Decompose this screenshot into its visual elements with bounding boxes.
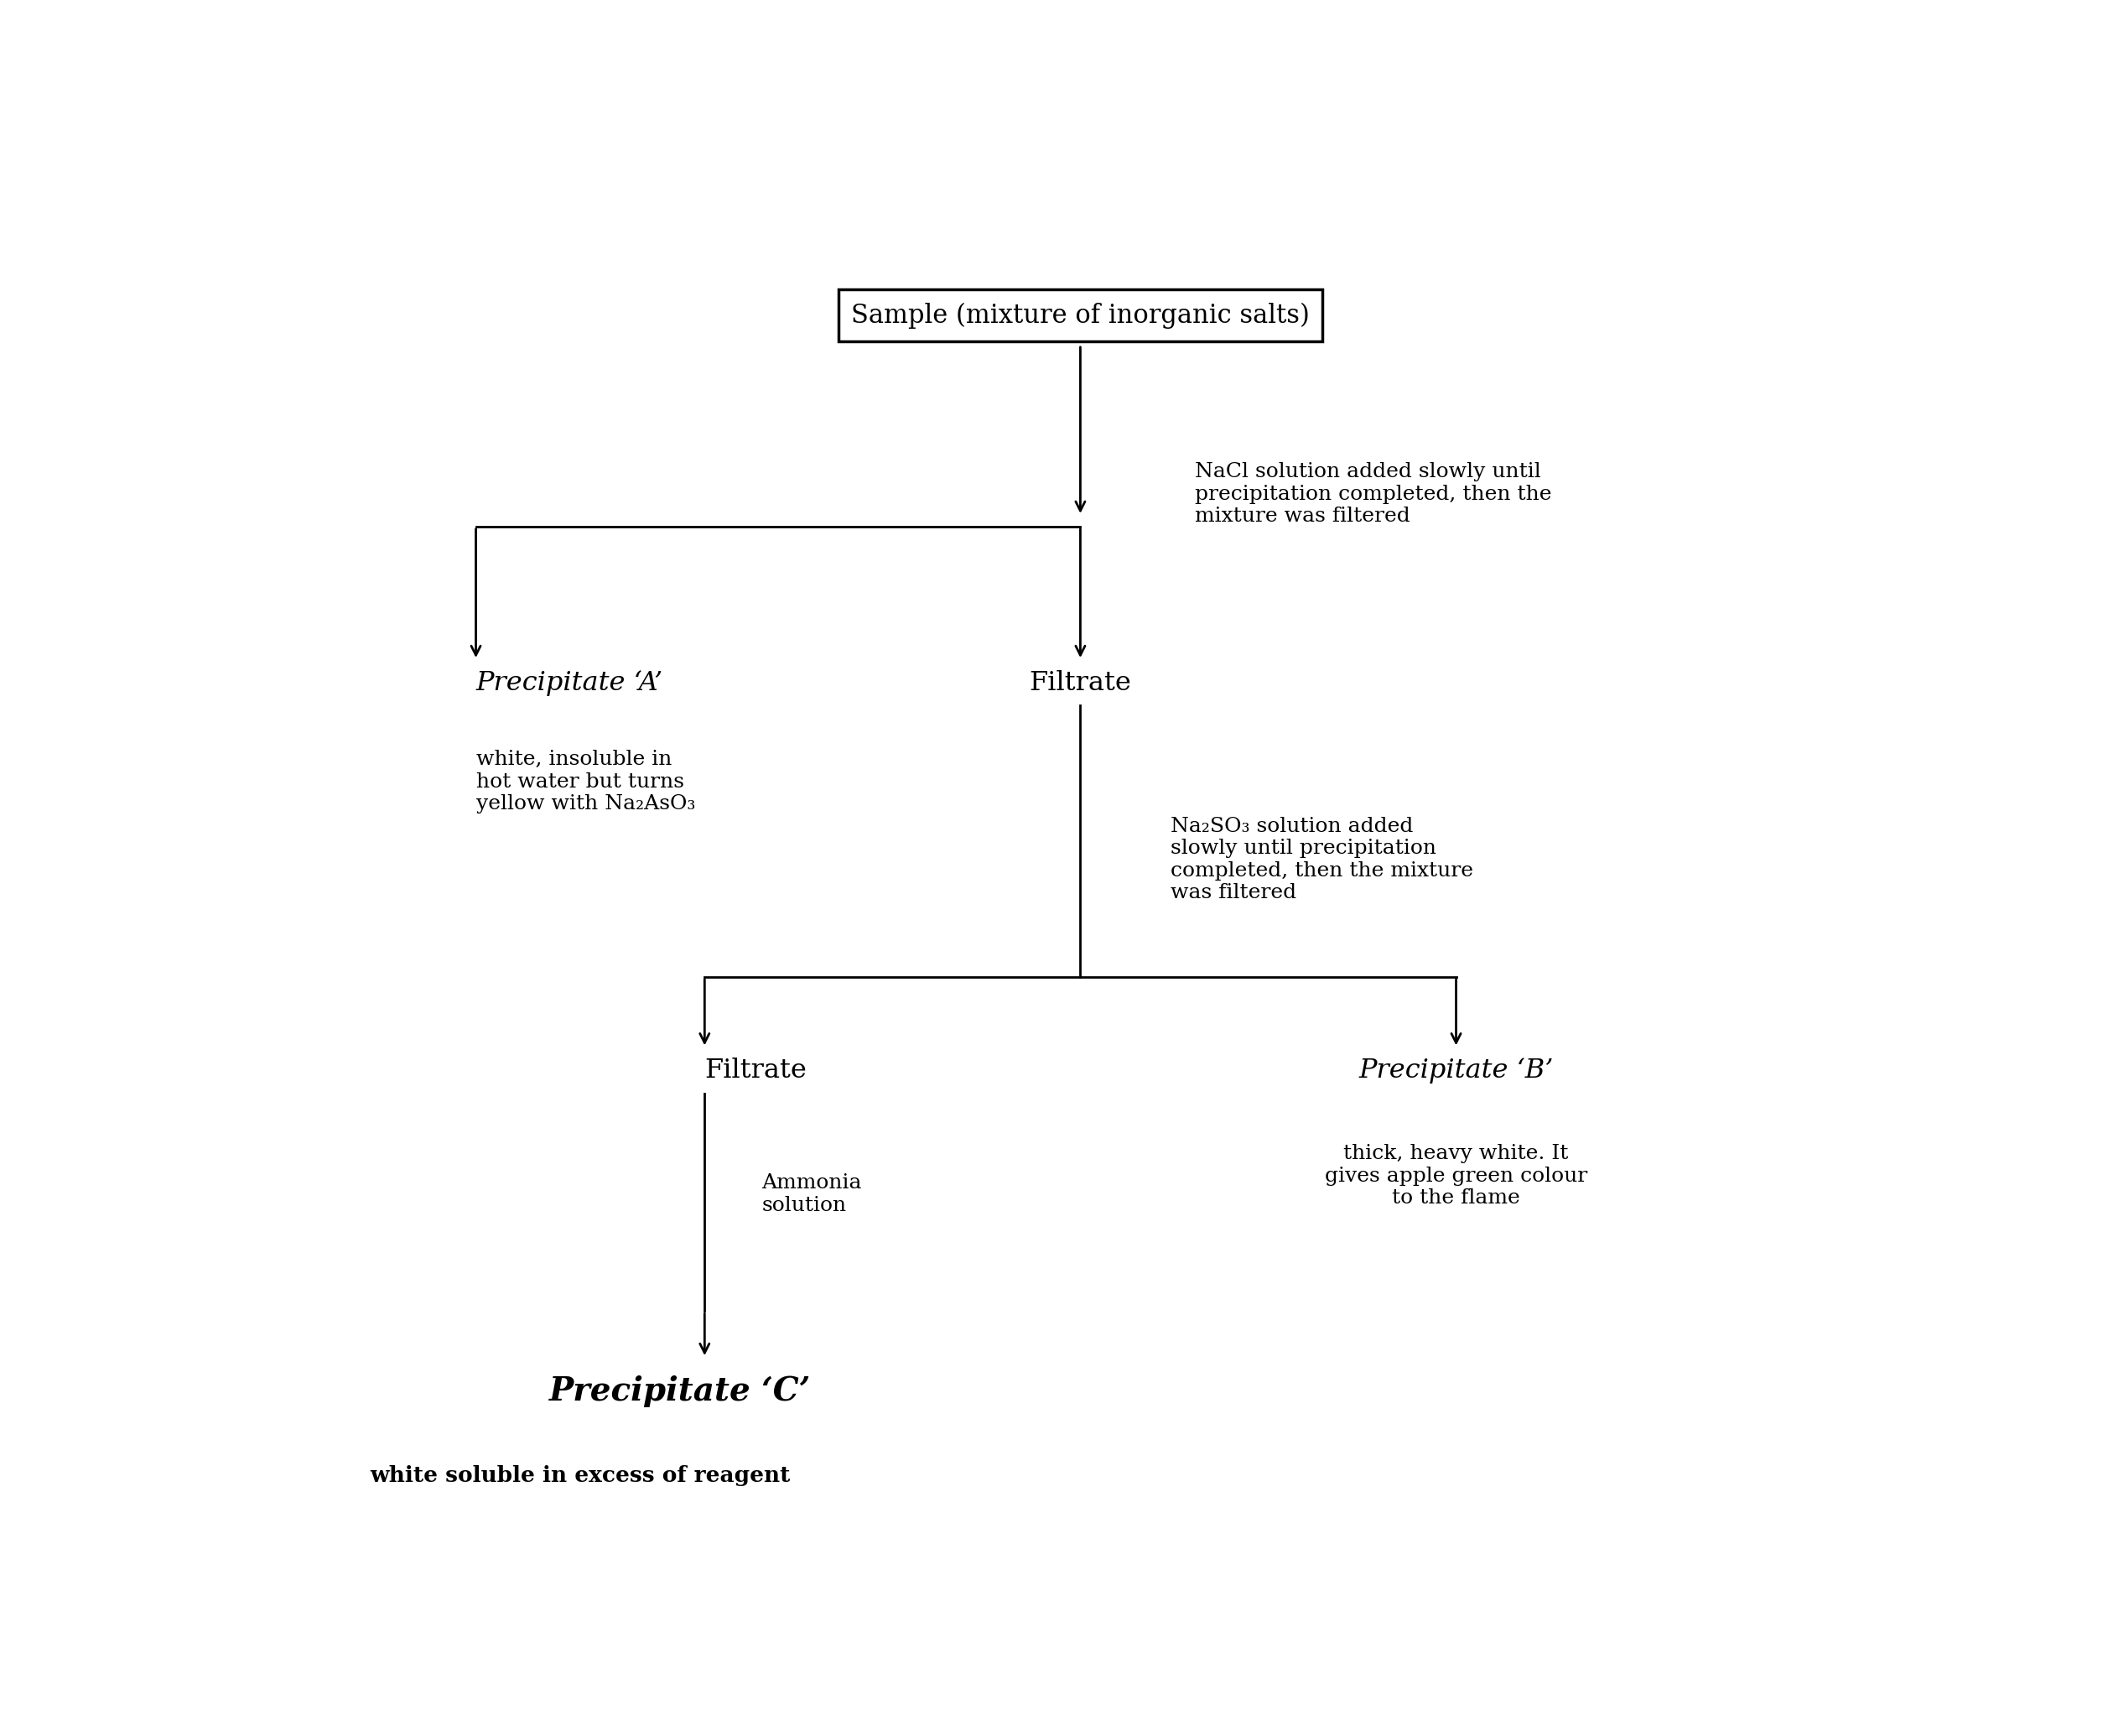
Text: Ammonia
solution: Ammonia solution bbox=[761, 1174, 862, 1215]
Text: Na₂SO₃ solution added
slowly until precipitation
completed, then the mixture
was: Na₂SO₃ solution added slowly until preci… bbox=[1170, 816, 1473, 903]
Text: NaCl solution added slowly until
precipitation completed, then the
mixture was f: NaCl solution added slowly until precipi… bbox=[1195, 462, 1551, 526]
Text: Filtrate: Filtrate bbox=[1029, 670, 1132, 696]
Text: Precipitate ‘C’: Precipitate ‘C’ bbox=[550, 1375, 812, 1408]
Text: Precipitate ‘A’: Precipitate ‘A’ bbox=[476, 670, 664, 696]
Text: white, insoluble in
hot water but turns
yellow with Na₂AsO₃: white, insoluble in hot water but turns … bbox=[476, 750, 696, 814]
Text: thick, heavy white. It
gives apple green colour
to the flame: thick, heavy white. It gives apple green… bbox=[1324, 1144, 1587, 1208]
Text: Filtrate: Filtrate bbox=[704, 1057, 807, 1083]
Text: Sample (mixture of inorganic salts): Sample (mixture of inorganic salts) bbox=[852, 302, 1309, 328]
Text: Precipitate ‘B’: Precipitate ‘B’ bbox=[1360, 1057, 1554, 1083]
Text: white soluble in excess of reagent: white soluble in excess of reagent bbox=[369, 1465, 790, 1486]
